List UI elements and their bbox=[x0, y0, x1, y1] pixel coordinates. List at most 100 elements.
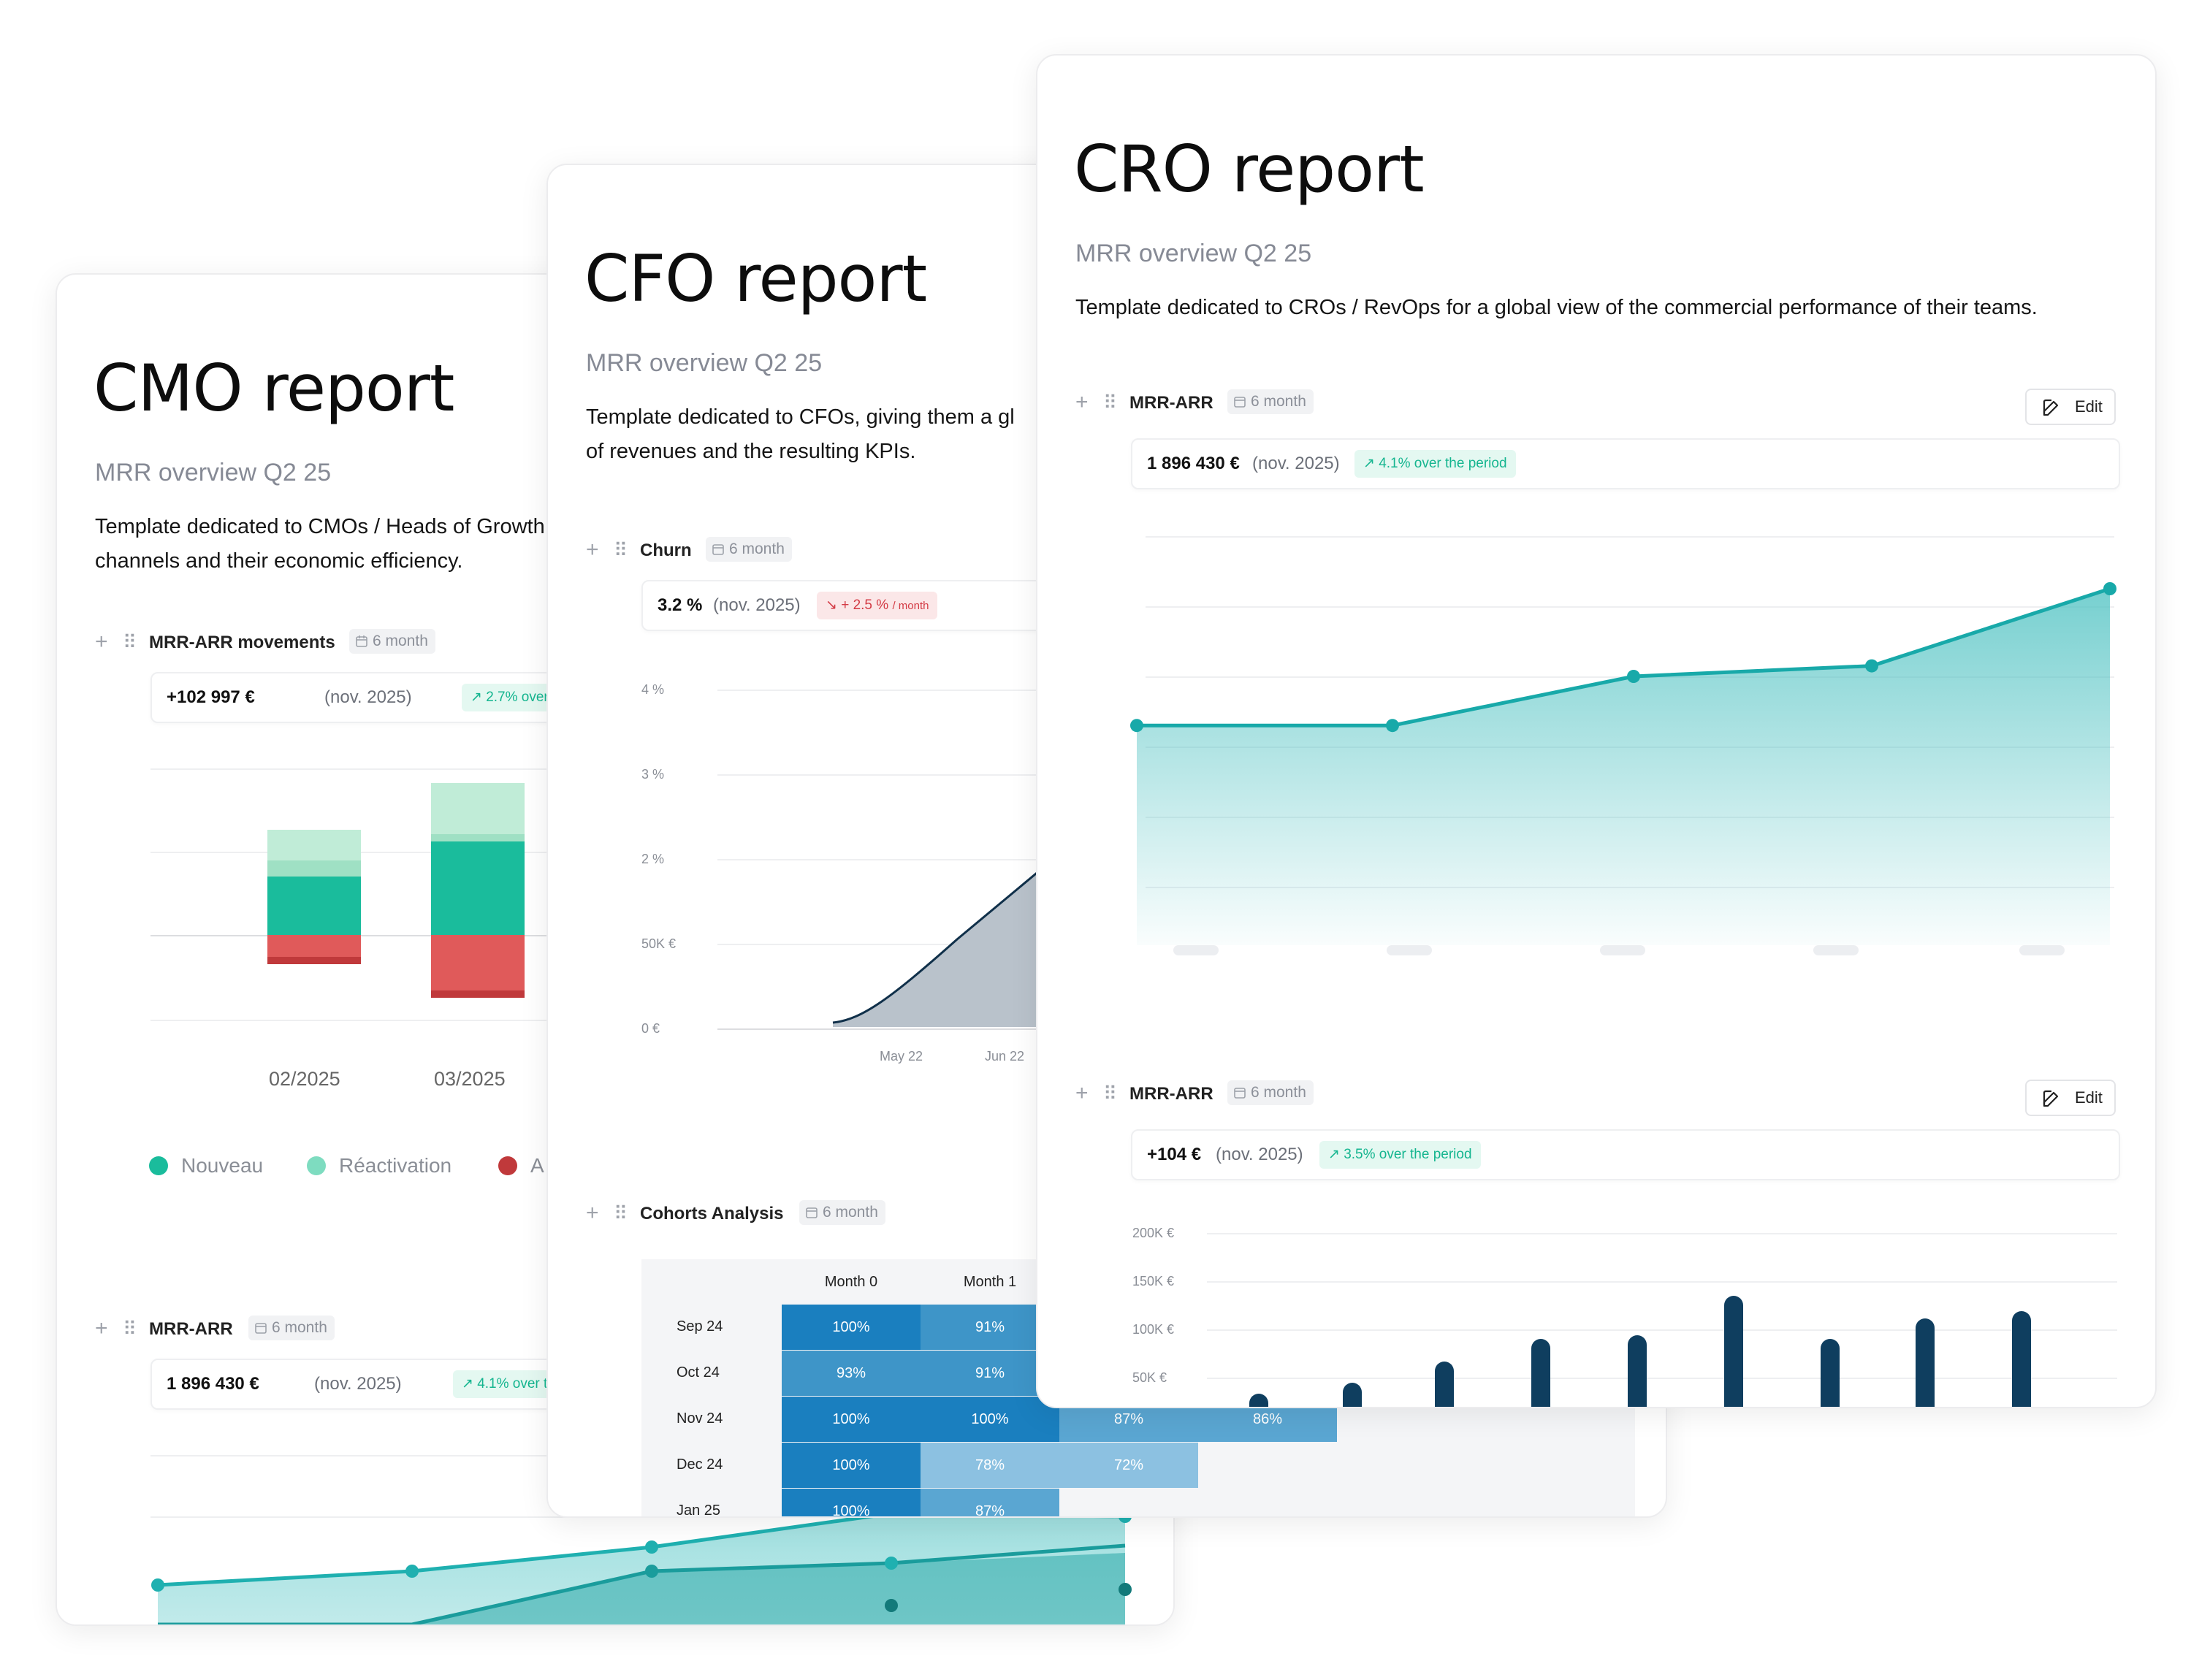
trend-down-icon: ↘ bbox=[826, 597, 842, 613]
period-label: 6 month bbox=[823, 1204, 878, 1221]
metric-date: (nov. 2025) bbox=[1216, 1145, 1303, 1164]
data-point[interactable] bbox=[1627, 670, 1640, 683]
cohort-row-label: Jan 25 bbox=[677, 1503, 721, 1518]
period-label: 6 month bbox=[1251, 1084, 1306, 1101]
grid-line bbox=[1207, 1378, 2117, 1379]
metric-date: (nov. 2025) bbox=[713, 595, 801, 615]
cohort-row-label: Sep 24 bbox=[677, 1318, 723, 1335]
period-label: 6 month bbox=[272, 1319, 327, 1336]
edit-button[interactable]: Edit bbox=[2025, 389, 2116, 425]
page-subtitle: MRR overview Q2 25 bbox=[1075, 240, 1312, 267]
add-widget-icon[interactable]: + bbox=[586, 538, 599, 562]
cohort-cell: 100% bbox=[782, 1443, 921, 1488]
trend-badge: ↗ 4.1% over the period bbox=[1354, 450, 1516, 478]
x-tick-label: Jun 22 bbox=[985, 1049, 1025, 1064]
period-chip[interactable]: 6 month bbox=[1227, 1080, 1314, 1105]
widget-title: MRR-ARR bbox=[1129, 393, 1213, 413]
widget-title: MRR-ARR movements bbox=[149, 633, 335, 652]
grid-line bbox=[1146, 536, 2114, 538]
page-description: Template dedicated to CFOs, giving them … bbox=[586, 405, 1015, 463]
widget-title: MRR-ARR bbox=[1129, 1084, 1213, 1104]
grid-line bbox=[1207, 1233, 2117, 1234]
x-tick-placeholder bbox=[2019, 945, 2065, 955]
cohort-cell: 78% bbox=[921, 1443, 1059, 1488]
cohort-row-label: Dec 24 bbox=[677, 1456, 723, 1473]
cohort-cell: 87% bbox=[921, 1489, 1059, 1516]
cohort-cell: 93% bbox=[782, 1351, 921, 1396]
page-title: CFO report bbox=[584, 241, 927, 316]
add-widget-icon[interactable]: + bbox=[586, 1201, 599, 1225]
data-point[interactable] bbox=[1865, 659, 1878, 673]
metric-value: 1 896 430 € bbox=[1147, 454, 1240, 473]
y-tick-label: 150K € bbox=[1132, 1274, 1175, 1288]
drag-handle-icon[interactable]: ⠿ bbox=[1103, 1083, 1118, 1104]
bar bbox=[1531, 1339, 1550, 1407]
add-widget-icon[interactable]: + bbox=[1075, 1081, 1089, 1105]
bar bbox=[1724, 1295, 1743, 1407]
calendar-icon bbox=[806, 1207, 818, 1219]
add-widget-icon[interactable]: + bbox=[95, 630, 108, 654]
bar-segment bbox=[267, 830, 361, 860]
cro-report-card: CRO report MRR overview Q2 25 Template d… bbox=[1036, 54, 2157, 1408]
grid-line bbox=[1207, 1281, 2117, 1283]
drag-handle-icon[interactable]: ⠿ bbox=[123, 1318, 137, 1340]
x-tick-placeholder bbox=[1813, 945, 1859, 955]
page-subtitle: MRR overview Q2 25 bbox=[95, 459, 332, 486]
add-widget-icon[interactable]: + bbox=[1075, 390, 1089, 414]
bar-segment bbox=[431, 935, 525, 990]
calendar-icon bbox=[712, 544, 724, 556]
x-tick-placeholder bbox=[1173, 945, 1219, 955]
grid-line bbox=[1146, 606, 2114, 608]
y-tick-label: 4 % bbox=[641, 682, 665, 697]
y-tick-label: 100K € bbox=[1132, 1322, 1175, 1337]
period-chip[interactable]: 6 month bbox=[1227, 389, 1314, 414]
drag-handle-icon[interactable]: ⠿ bbox=[614, 1202, 628, 1224]
data-point[interactable] bbox=[2103, 582, 2116, 595]
y-tick-label: 50K € bbox=[1132, 1370, 1167, 1385]
data-point[interactable] bbox=[1386, 719, 1399, 733]
drag-handle-icon[interactable]: ⠿ bbox=[1103, 392, 1118, 413]
cohort-cell: 100% bbox=[782, 1397, 921, 1442]
legend-item-churn: A bbox=[498, 1154, 544, 1177]
metric-value: 3.2 % bbox=[658, 595, 703, 615]
grid-line bbox=[1207, 1329, 2117, 1331]
trend-badge: ↗ 3.5% over the period bbox=[1319, 1141, 1481, 1169]
period-chip[interactable]: 6 month bbox=[349, 629, 435, 654]
metric-date: (nov. 2025) bbox=[1252, 454, 1340, 473]
metric-value: +104 € bbox=[1147, 1145, 1202, 1164]
bar-segment bbox=[267, 860, 361, 877]
cohort-cell: 72% bbox=[1059, 1443, 1198, 1488]
metric-summary: 1 896 430 € (nov. 2025) ↗ 4.1% over the … bbox=[1131, 438, 2120, 489]
bar bbox=[1916, 1318, 1935, 1407]
data-point[interactable] bbox=[1130, 719, 1143, 733]
cohort-row-label: Oct 24 bbox=[677, 1364, 720, 1381]
drag-handle-icon[interactable]: ⠿ bbox=[614, 539, 628, 561]
y-tick-label: 0 € bbox=[641, 1021, 660, 1036]
edit-button[interactable]: Edit bbox=[2025, 1080, 2116, 1116]
period-label: 6 month bbox=[729, 541, 785, 557]
x-tick-placeholder bbox=[1387, 945, 1432, 955]
period-label: 6 month bbox=[373, 633, 428, 649]
page-title: CMO report bbox=[94, 351, 454, 426]
cohort-cell: 100% bbox=[921, 1397, 1059, 1442]
metric-summary: 3.2 % (nov. 2025) ↘ + 2.5 % / month bbox=[641, 580, 1109, 631]
x-tick-label: 02/2025 bbox=[269, 1068, 340, 1090]
legend-item-nouveau: Nouveau bbox=[149, 1154, 263, 1177]
drag-handle-icon[interactable]: ⠿ bbox=[123, 631, 137, 653]
metric-summary: +104 € (nov. 2025) ↗ 3.5% over the perio… bbox=[1131, 1129, 2120, 1180]
edit-icon bbox=[2043, 1090, 2059, 1107]
column-header: Month 1 bbox=[963, 1274, 1017, 1290]
mrr-area-chart bbox=[151, 1510, 1132, 1624]
x-tick-placeholder bbox=[1600, 945, 1645, 955]
period-chip[interactable]: 6 month bbox=[799, 1200, 885, 1225]
bar-segment bbox=[267, 957, 361, 964]
bar-segment bbox=[431, 834, 525, 841]
calendar-icon bbox=[255, 1323, 267, 1335]
bar bbox=[1821, 1339, 1840, 1407]
widget-title: MRR-ARR bbox=[149, 1319, 233, 1339]
period-chip[interactable]: 6 month bbox=[706, 537, 792, 562]
add-widget-icon[interactable]: + bbox=[95, 1316, 108, 1340]
period-chip[interactable]: 6 month bbox=[248, 1316, 335, 1340]
bar bbox=[1249, 1394, 1268, 1407]
trend-badge: ↘ + 2.5 % / month bbox=[817, 592, 938, 619]
